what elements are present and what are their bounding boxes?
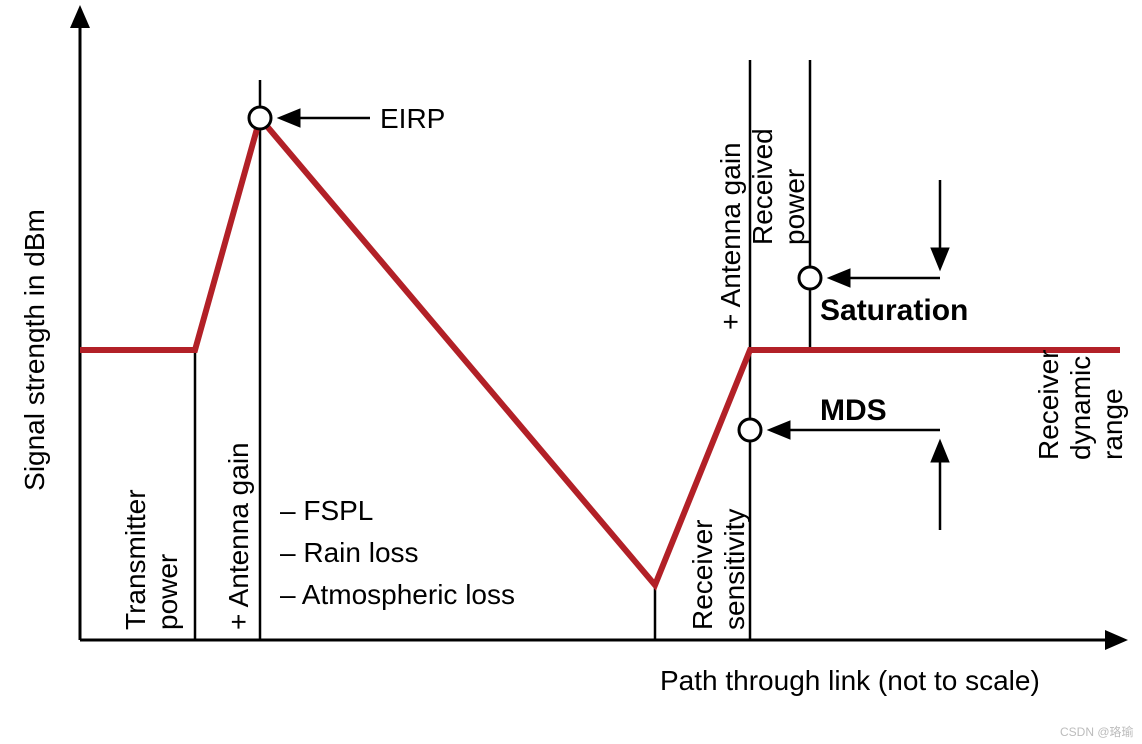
- saturation-label: Saturation: [820, 294, 968, 327]
- received-power-label: Received power: [747, 120, 810, 245]
- saturation-marker: [799, 267, 821, 289]
- receiver-sensitivity-label: Receiver sensitivity: [687, 509, 750, 630]
- mds-label: MDS: [820, 394, 887, 427]
- watermark-text: CSDN @珞瑜: [1060, 724, 1134, 739]
- eirp-label: EIRP: [380, 103, 445, 134]
- saturation-arrow-head: [828, 269, 850, 287]
- losses-label: – FSPL – Rain loss – Atmospheric loss: [280, 495, 515, 610]
- y-axis-label: Signal strength in dBm: [19, 209, 50, 491]
- link-budget-diagram: Signal strength in dBm Path through link…: [0, 0, 1142, 744]
- eirp-marker: [249, 107, 271, 129]
- x-axis-label: Path through link (not to scale): [660, 665, 1040, 696]
- y-axis-arrowhead: [70, 5, 90, 28]
- x-axis-arrowhead: [1105, 630, 1128, 650]
- receiver-dynamic-range-label: Receiver dynamic range: [1033, 342, 1128, 460]
- antenna-gain-rx-label: + Antenna gain: [715, 142, 746, 330]
- dynamic-range-arrow-up-head: [931, 440, 949, 462]
- tx-power-label: Transmitter power: [120, 482, 183, 630]
- mds-marker: [739, 419, 761, 441]
- labels: Signal strength in dBm Path through link…: [19, 103, 1128, 696]
- dynamic-range-arrow-down-head: [931, 248, 949, 270]
- eirp-arrow-head: [278, 109, 300, 127]
- mds-arrow-head: [768, 421, 790, 439]
- antenna-gain-tx-label: + Antenna gain: [223, 442, 254, 630]
